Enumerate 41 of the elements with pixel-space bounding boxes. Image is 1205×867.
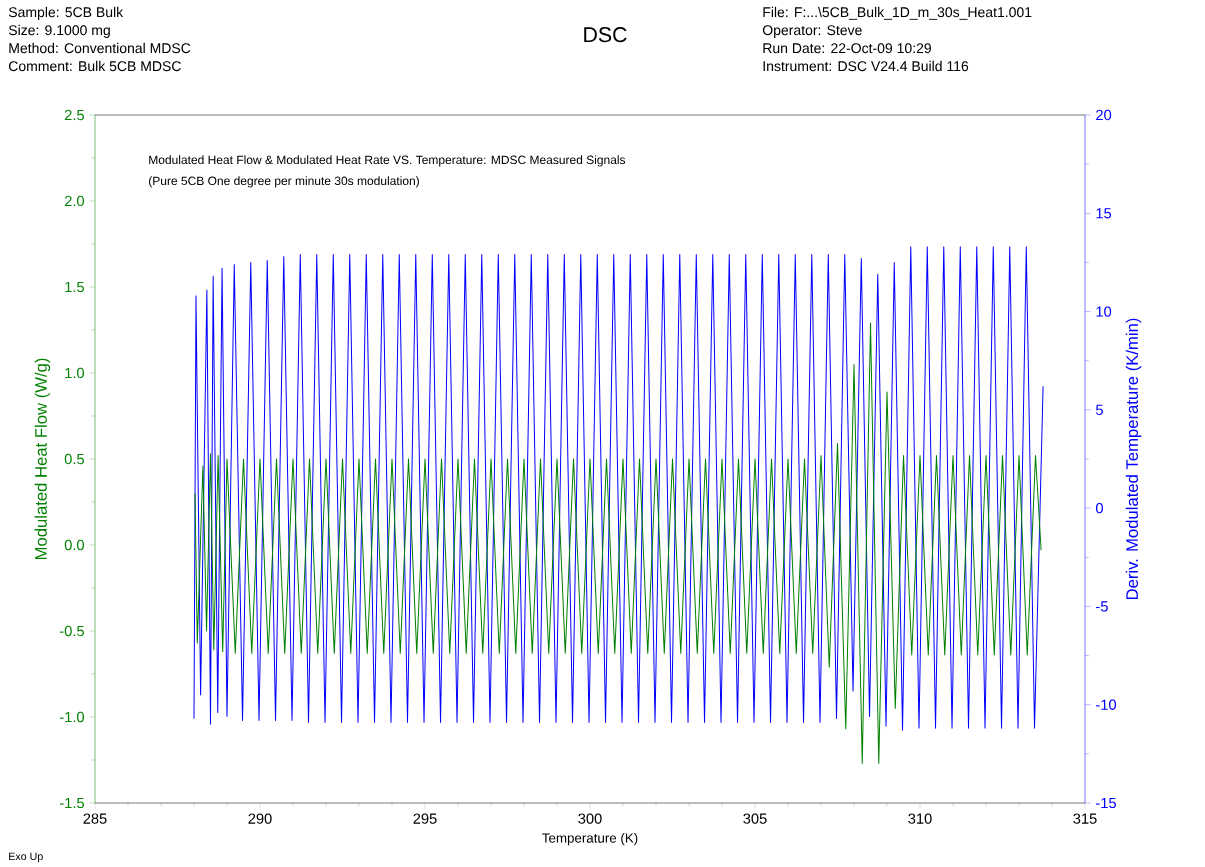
x-tick-label: 300: [578, 813, 602, 824]
annotation: Modulated Heat Flow & Modulated Heat Rate VS. Temperature: MDSC Measured Signals: [149, 155, 626, 167]
y2-tick-label: 20: [1096, 109, 1112, 121]
y2-axis-title: Deriv. Modulated Temperature (K/min): [1125, 318, 1142, 600]
y-tick-label: 2.0: [64, 195, 85, 207]
text: Exo Up: [9, 852, 43, 863]
y-axis-title: Modulated Heat Flow (W/g): [34, 358, 51, 560]
text: File: F:...\5CB_Bulk_1D_m_30s_Heat1.001: [763, 6, 1032, 20]
y2-tick-label: 15: [1096, 208, 1112, 219]
text: Sample: 5CB Bulk: [8, 6, 124, 20]
y-tick-label: -1.0: [59, 711, 85, 723]
y-tick-label: 2.5: [64, 109, 84, 121]
y2-tick-label: -5: [1096, 601, 1108, 612]
x-tick-label: 295: [413, 813, 437, 824]
y2-tick-label: 10: [1096, 306, 1112, 317]
x-tick-label: 305: [743, 813, 767, 824]
x-axis-title: Temperature (K): [542, 832, 638, 846]
x-tick-label: 285: [83, 813, 107, 824]
x-tick-label: 290: [248, 813, 272, 824]
text: Size: 9.1000 mg: [8, 24, 110, 38]
y2-tick-label: -15: [1096, 797, 1116, 809]
y-tick-label: -1.5: [59, 797, 84, 809]
y-tick-label: 1.0: [65, 367, 85, 379]
y-tick-label: -0.5: [59, 625, 84, 637]
text: Instrument: DSC V24.4 Build 116: [763, 60, 969, 72]
y-tick-label: 1.5: [65, 281, 84, 293]
y2-tick-label: -10: [1096, 699, 1117, 710]
text: Operator: Steve: [762, 25, 862, 38]
text: Comment: Bulk 5CB MDSC: [8, 60, 181, 72]
text: Run Date: 22-Oct-09 10:29: [763, 43, 931, 54]
x-tick-label: 310: [908, 813, 932, 824]
text: Method: Conventional MDSC: [9, 42, 191, 54]
y2-tick-label: 0: [1095, 502, 1103, 514]
annotation: (Pure 5CB One degree per minute 30s modulation): [149, 176, 419, 188]
line-series: [194, 322, 1042, 764]
line-series: [193, 246, 1044, 731]
y-tick-label: 0.5: [64, 453, 84, 465]
x-tick-label: 315: [1073, 813, 1097, 824]
y2-tick-label: 5: [1096, 404, 1103, 415]
chart-title: DSC: [584, 27, 627, 43]
y-tick-label: 0.0: [64, 539, 85, 551]
